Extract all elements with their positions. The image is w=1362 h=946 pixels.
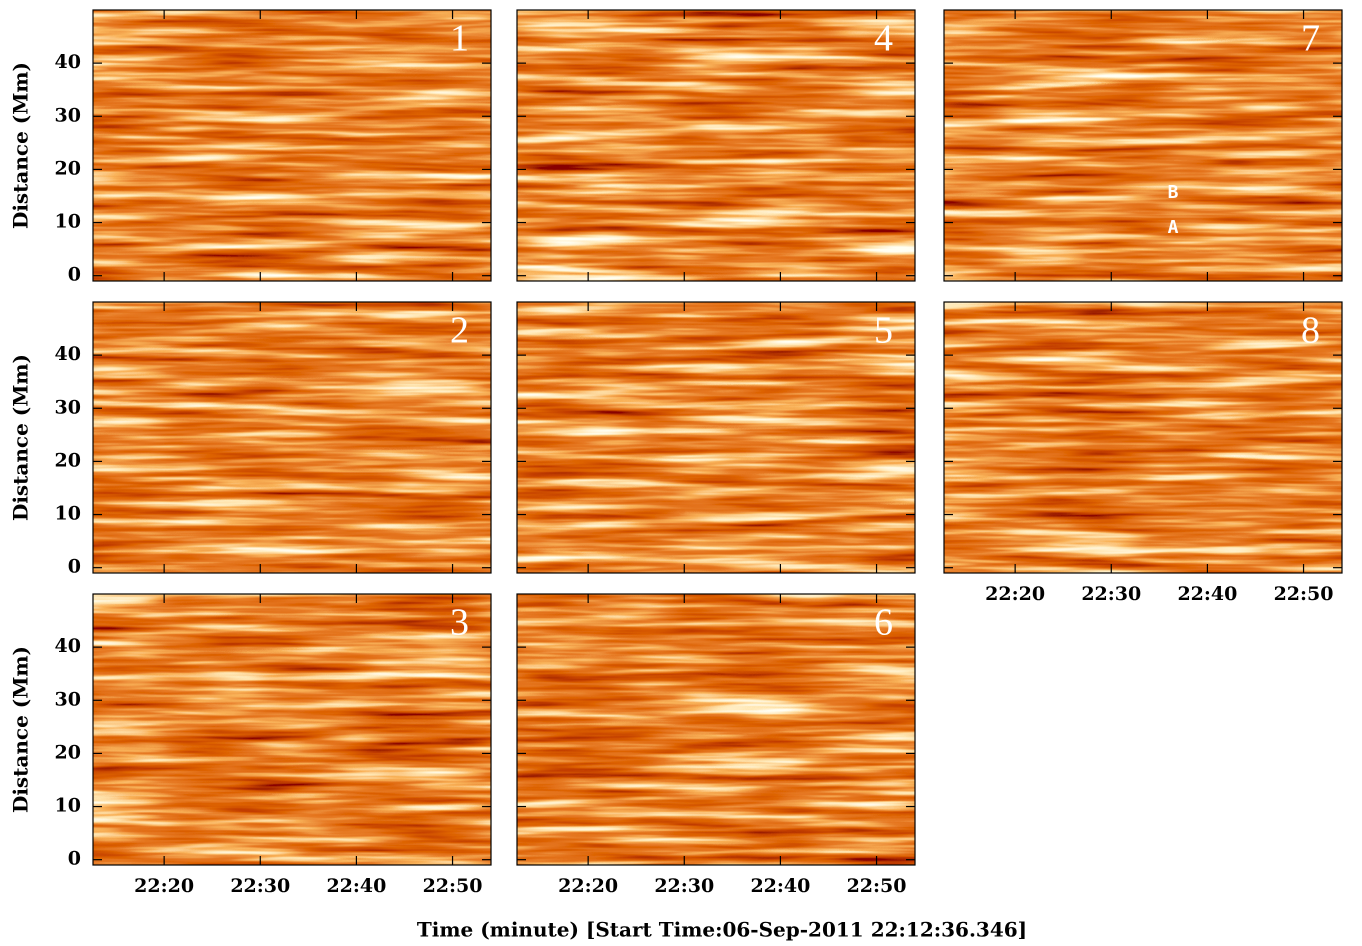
y-tick-label: 30 [55, 688, 81, 710]
x-tick-label: 22:40 [326, 875, 386, 897]
y-axis-label: Distance (Mm) [9, 354, 33, 521]
y-tick-label: 30 [55, 104, 81, 126]
x-tick-label: 22:20 [985, 583, 1045, 605]
panel-number: 6 [874, 602, 893, 644]
y-axis-label: Distance (Mm) [9, 646, 33, 813]
x-axis-label: Time (minute) [Start Time:06-Sep-2011 22… [417, 918, 1027, 942]
y-tick-label: 0 [68, 848, 81, 870]
annotation: A [1168, 217, 1179, 238]
y-tick-label: 0 [68, 264, 81, 286]
panel-image [517, 302, 915, 573]
panel-number: 1 [450, 18, 469, 60]
x-tick-label: 22:20 [558, 875, 618, 897]
panel-frame [516, 9, 916, 282]
y-axis-label: Distance (Mm) [9, 62, 33, 229]
y-tick-label: 0 [68, 556, 81, 578]
y-tick-label: 30 [55, 396, 81, 418]
y-tick-label: 40 [55, 635, 81, 657]
panel-number: 7 [1301, 18, 1320, 60]
x-tick-label: 22:20 [134, 875, 194, 897]
panel-number: 8 [1301, 310, 1320, 352]
panel-frame [516, 593, 916, 866]
panel-image [517, 10, 915, 281]
panel-frame [943, 301, 1343, 574]
panel-image [93, 594, 491, 865]
panel-frame [92, 593, 492, 866]
panel-frame [92, 9, 492, 282]
panel-image [517, 594, 915, 865]
y-tick-label: 10 [55, 211, 81, 233]
x-tick-label: 22:40 [1177, 583, 1237, 605]
y-tick-label: 20 [55, 741, 81, 763]
y-tick-label: 10 [55, 503, 81, 525]
y-tick-label: 40 [55, 343, 81, 365]
y-tick-label: 40 [55, 51, 81, 73]
panel-image [93, 302, 491, 573]
panel-image [93, 10, 491, 281]
x-tick-label: 22:40 [750, 875, 810, 897]
panel-frame [943, 9, 1343, 282]
annotation: B [1168, 182, 1179, 203]
y-tick-label: 20 [55, 157, 81, 179]
panel-number: 3 [450, 602, 469, 644]
panel-frame [516, 301, 916, 574]
x-tick-label: 22:30 [230, 875, 290, 897]
panel-frame [92, 301, 492, 574]
panel-image [944, 302, 1342, 573]
y-tick-label: 20 [55, 449, 81, 471]
panel-number: 2 [450, 310, 469, 352]
panel-number: 5 [874, 310, 893, 352]
x-tick-label: 22:30 [654, 875, 714, 897]
y-tick-label: 10 [55, 795, 81, 817]
panel-number: 4 [874, 18, 893, 60]
x-tick-label: 22:50 [1274, 583, 1334, 605]
x-tick-label: 22:50 [847, 875, 907, 897]
x-tick-label: 22:30 [1081, 583, 1141, 605]
x-tick-label: 22:50 [423, 875, 483, 897]
panel-image [944, 10, 1342, 281]
